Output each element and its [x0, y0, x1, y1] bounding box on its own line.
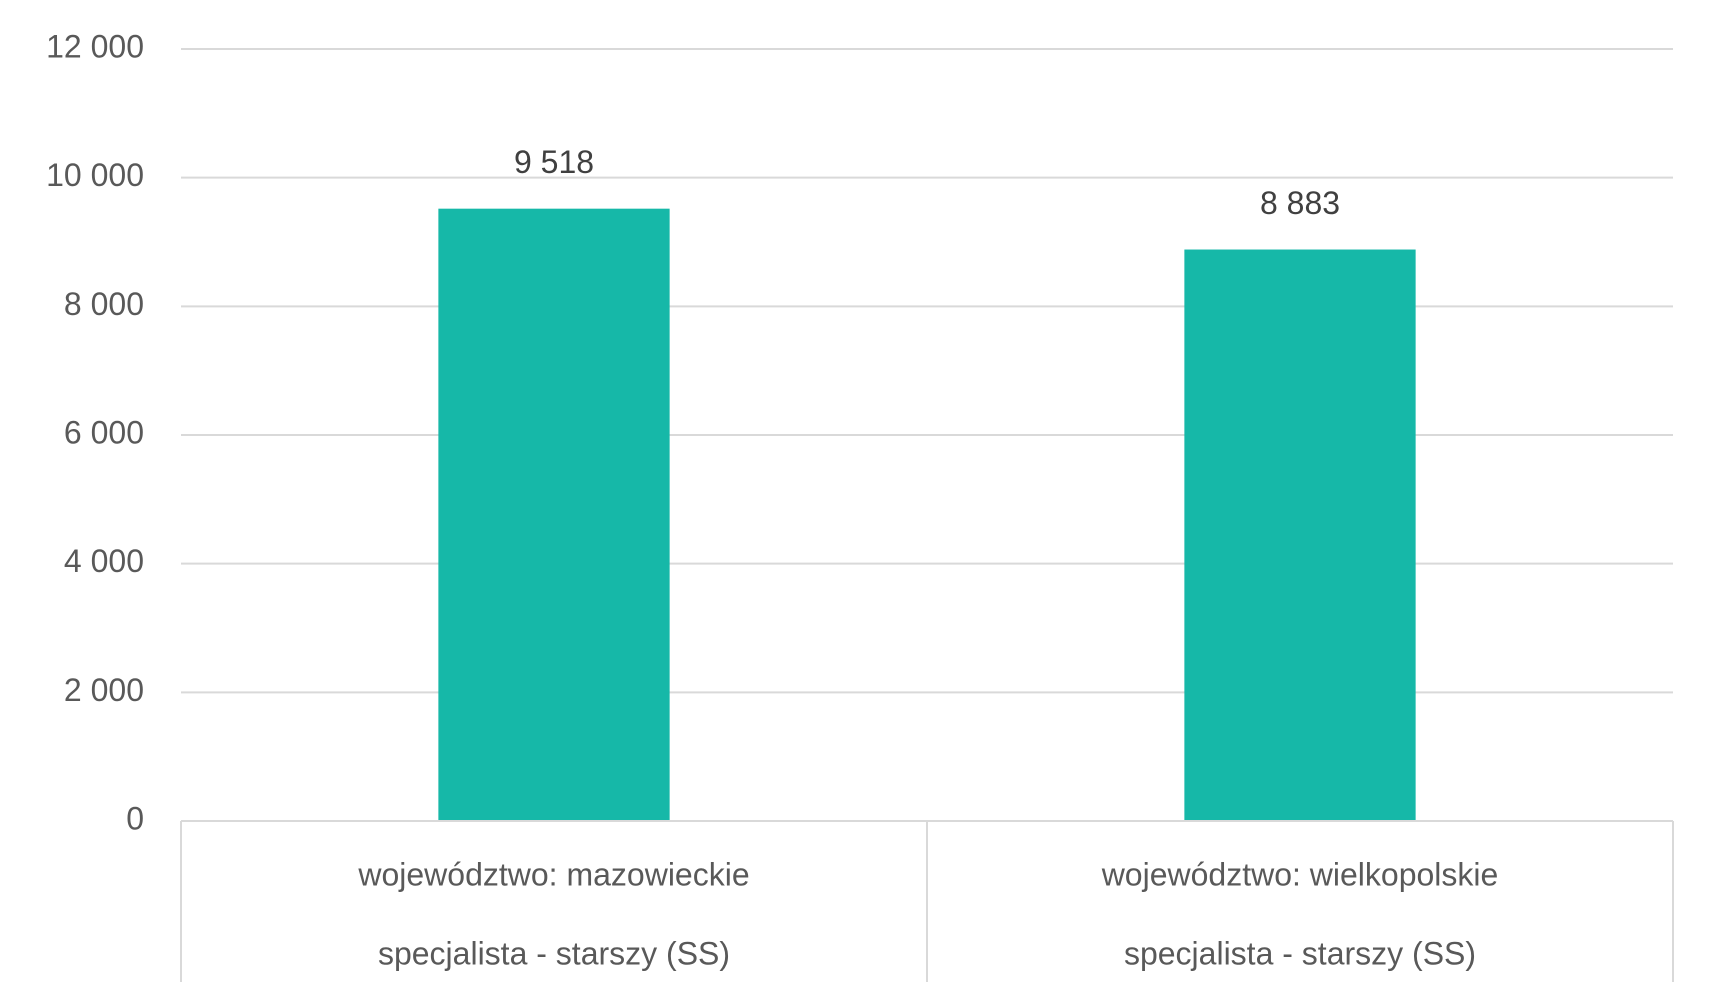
- data-label: 9 518: [514, 144, 594, 180]
- y-tick-label: 8 000: [64, 286, 144, 322]
- y-tick-label: 4 000: [64, 543, 144, 579]
- y-tick-label: 12 000: [46, 28, 144, 64]
- x-tick-label: specjalista - starszy (SS): [1124, 935, 1476, 971]
- bar: [1184, 249, 1416, 822]
- y-tick-label: 0: [126, 800, 144, 836]
- data-label: 8 883: [1260, 185, 1340, 221]
- x-tick-label: specjalista - starszy (SS): [378, 935, 730, 971]
- y-tick-label: 2 000: [64, 672, 144, 708]
- y-tick-label: 10 000: [46, 157, 144, 193]
- x-tick-label: województwo: mazowieckie: [357, 856, 749, 892]
- y-tick-label: 6 000: [64, 414, 144, 450]
- bar: [438, 208, 670, 821]
- x-tick-label: województwo: wielkopolskie: [1101, 856, 1499, 892]
